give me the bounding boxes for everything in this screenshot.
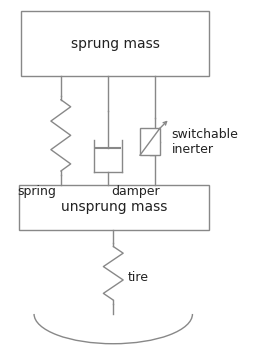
Text: damper: damper	[111, 185, 160, 198]
Text: spring: spring	[17, 185, 56, 198]
Bar	[21, 11, 209, 76]
Text: tire: tire	[128, 271, 149, 284]
Text: sprung mass: sprung mass	[71, 37, 160, 50]
Bar	[140, 129, 160, 155]
Text: unsprung mass: unsprung mass	[61, 200, 167, 214]
Text: switchable
inerter: switchable inerter	[172, 128, 239, 156]
Bar	[19, 185, 209, 230]
